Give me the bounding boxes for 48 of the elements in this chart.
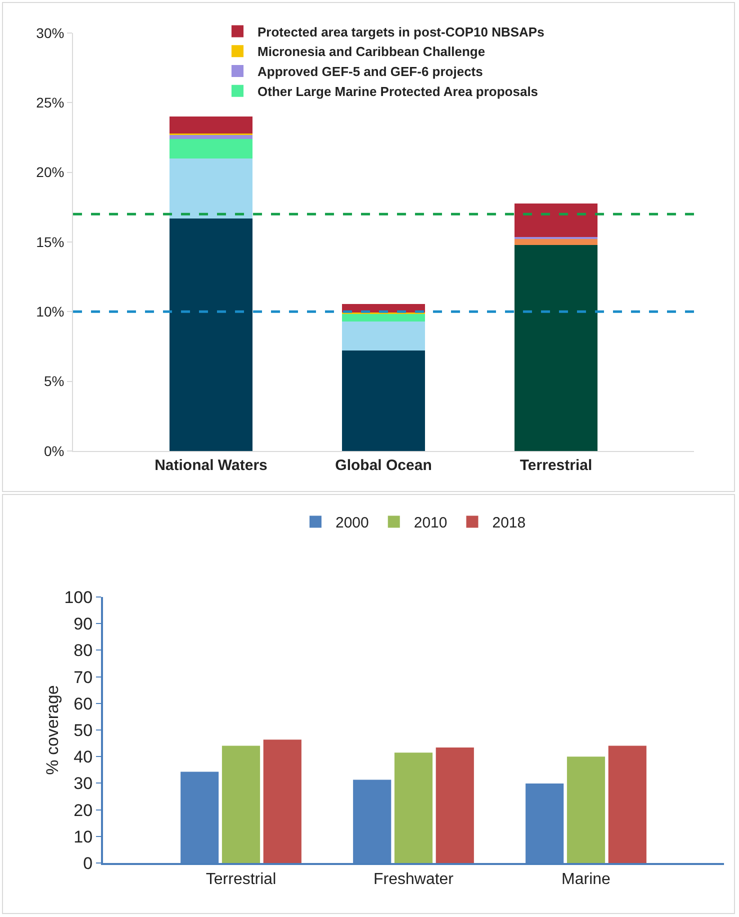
bar xyxy=(436,748,474,863)
x-tick-label: Freshwater xyxy=(373,871,454,888)
y-tick-label: 100 xyxy=(64,588,93,607)
bar xyxy=(170,138,252,158)
y-tick-label: 10 xyxy=(74,827,93,846)
bar xyxy=(342,321,425,351)
legend-label: 2018 xyxy=(492,514,526,532)
bar xyxy=(514,239,598,245)
bar xyxy=(608,746,646,863)
y-tick-label: 50 xyxy=(74,720,93,740)
bar xyxy=(263,740,302,863)
bar xyxy=(170,116,252,134)
x-tick-label: Terrestrial xyxy=(520,457,592,474)
bar xyxy=(566,756,606,863)
y-tick-label: 0 xyxy=(83,854,93,873)
bar xyxy=(514,244,598,451)
bar xyxy=(170,218,252,451)
y-tick-label: 90 xyxy=(74,614,93,634)
x-tick-label: Global Ocean xyxy=(335,457,432,474)
y-axis-title: % coverage xyxy=(43,685,62,775)
y-tick-label: 0% xyxy=(44,442,64,459)
y-tick-label: 70 xyxy=(74,668,93,687)
legend-label: 2010 xyxy=(414,514,448,532)
bar xyxy=(170,158,252,218)
y-tick-label: 20% xyxy=(36,164,64,180)
bar xyxy=(514,204,598,238)
y-tick-label: 30 xyxy=(74,774,93,794)
y-tick-label: 5% xyxy=(44,373,64,390)
y-tick-label: 40 xyxy=(74,748,93,767)
legend-label: Micronesia and Caribbean Challenge xyxy=(258,44,486,60)
bar xyxy=(170,134,252,139)
legend-label: Other Large Marine Protected Area proposals xyxy=(258,84,538,99)
x-tick-label: National Waters xyxy=(154,457,268,474)
bar xyxy=(394,752,433,863)
y-tick-label: 25% xyxy=(36,94,64,111)
legend-label: Protected area targets in post-COP10 NBSAPs xyxy=(258,24,544,40)
bar xyxy=(222,746,260,863)
bar xyxy=(342,350,425,451)
y-tick-label: 30% xyxy=(36,24,64,41)
x-tick-label: Marine xyxy=(562,871,611,888)
legend-label: Approved GEF-5 and GEF-6 projects xyxy=(258,64,483,80)
legend-label: 2000 xyxy=(336,514,369,532)
y-tick-label: 20 xyxy=(74,800,93,820)
y-tick-label: 60 xyxy=(74,694,93,714)
y-tick-label: 80 xyxy=(74,641,93,660)
y-tick-label: 10% xyxy=(36,304,64,320)
x-tick-label: Terrestrial xyxy=(206,871,276,888)
y-tick-label: 15% xyxy=(36,234,64,250)
